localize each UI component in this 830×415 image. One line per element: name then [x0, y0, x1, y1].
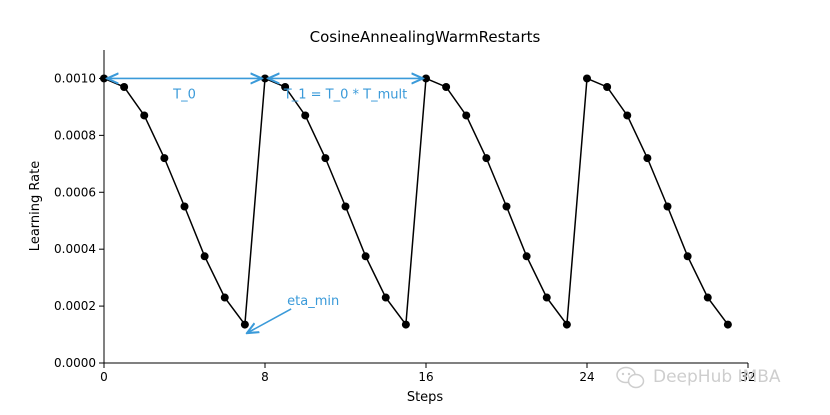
data-point [120, 82, 129, 91]
data-point [683, 252, 692, 261]
x-tick-label: 0 [100, 370, 108, 384]
data-point [583, 74, 591, 83]
x-tick-label: 32 [740, 370, 755, 384]
data-point [442, 82, 451, 91]
data-point [522, 252, 531, 261]
watermark-text: DeepHub IMBA [653, 367, 781, 387]
data-point [341, 202, 350, 211]
x-tick-label: 24 [579, 370, 594, 384]
data-point [603, 82, 612, 91]
watermark: DeepHub IMBA [616, 366, 781, 389]
data-point [562, 320, 571, 329]
y-tick-label: 0.0010 [54, 71, 96, 85]
data-point [200, 252, 209, 261]
annotations: T_0 T_1 = T_0 * T_mult eta_min [107, 78, 423, 333]
chart-title: CosineAnnealingWarmRestarts [310, 28, 541, 46]
wechat-icon [616, 366, 645, 389]
y-tick-label: 0.0000 [54, 356, 96, 370]
data-point [542, 293, 551, 302]
y-axis-label: Learning Rate [28, 161, 43, 251]
data-point [723, 320, 732, 329]
y-tick-label: 0.0008 [54, 128, 96, 142]
data-point [301, 111, 310, 120]
data-point [321, 154, 330, 163]
plot-area: 0 8 16 24 32 0.0000 0.0002 0.0004 0.0006 0.0008 0.… [54, 50, 756, 384]
data-point [160, 154, 169, 163]
annotation-label: T_1 = T_0 * T_mult [283, 87, 407, 102]
x-tick-label: 16 [418, 370, 433, 384]
data-point [401, 320, 410, 329]
data-point [140, 111, 149, 120]
series-line [103, 77, 729, 327]
data-point [623, 111, 632, 120]
data-point [381, 293, 390, 302]
annotation-label: T_0 [172, 87, 196, 102]
data-point [220, 293, 229, 302]
y-tick-label: 0.0006 [54, 185, 96, 199]
data-point [240, 320, 249, 329]
x-tick-label: 8 [261, 370, 269, 384]
annotation-label: eta_min [287, 294, 339, 309]
data-point [482, 154, 491, 163]
data-point [361, 252, 370, 261]
data-point [663, 202, 672, 211]
data-point [180, 202, 189, 211]
pointer-arrow [247, 308, 292, 333]
data-point [643, 154, 652, 163]
y-tick-label: 0.0002 [54, 299, 96, 313]
data-point [422, 74, 430, 83]
data-point [281, 82, 290, 91]
data-point [703, 293, 712, 302]
data-point [502, 202, 511, 211]
data-point [261, 74, 269, 83]
data-point [100, 74, 108, 83]
data-point [462, 111, 471, 120]
y-tick-label: 0.0004 [54, 242, 96, 256]
x-axis-label: Steps [407, 390, 444, 405]
